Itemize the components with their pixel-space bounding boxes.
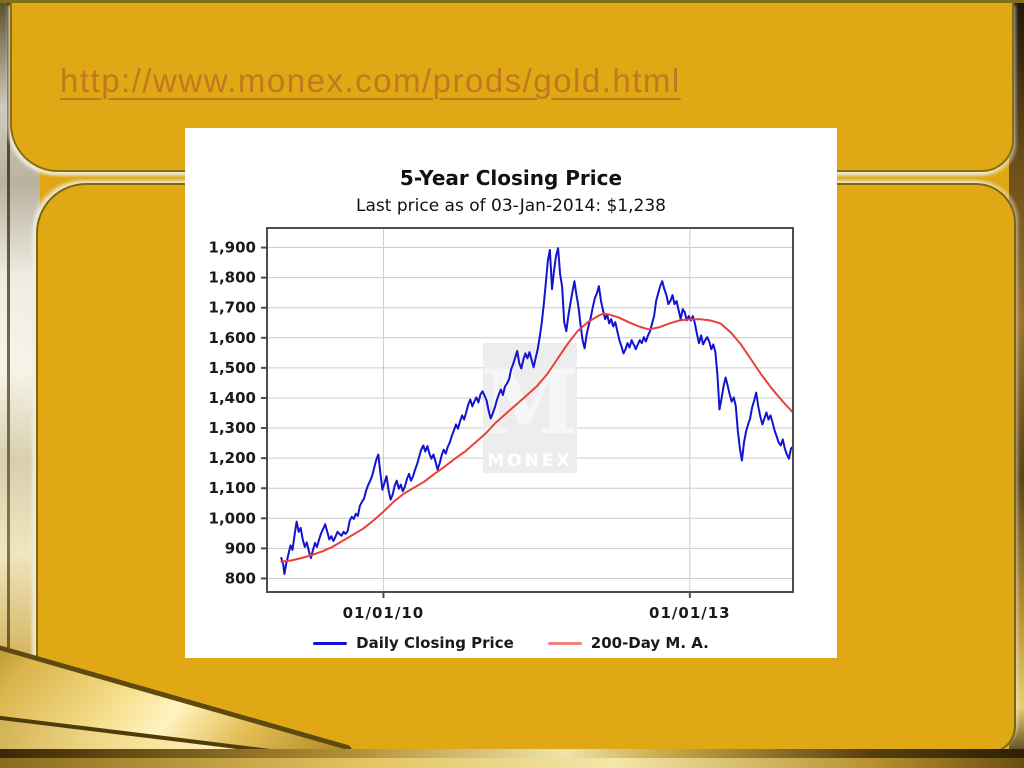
legend-swatch-daily-closing-price	[313, 641, 348, 645]
svg-text:1,100: 1,100	[209, 479, 256, 497]
chart-image: 5-Year Closing Price Last price as of 03…	[185, 128, 837, 658]
svg-text:01/01/13: 01/01/13	[649, 604, 731, 622]
svg-text:M: M	[481, 350, 578, 454]
svg-text:1,900: 1,900	[209, 239, 256, 257]
gold-bar-photo-bottom-gold-strip	[0, 758, 1024, 768]
gold-bar-photo-bottom-metal-strip	[0, 749, 1024, 758]
legend-label-daily-closing-price: Daily Closing Price	[356, 634, 514, 652]
svg-text:01/01/10: 01/01/10	[343, 604, 425, 622]
svg-text:1,500: 1,500	[209, 359, 256, 377]
svg-text:1,700: 1,700	[209, 299, 256, 317]
svg-text:1,600: 1,600	[209, 329, 256, 347]
chart-title: 5-Year Closing Price	[399, 166, 623, 190]
slide-top-edge-line	[0, 0, 1024, 3]
svg-text:1,200: 1,200	[209, 449, 256, 467]
legend-label-200-day-ma: 200-Day M. A.	[590, 634, 709, 652]
svg-text:800: 800	[225, 569, 256, 587]
chart-subtitle: Last price as of 03-Jan-2014: $1,238	[356, 196, 666, 216]
url-link[interactable]: http://www.monex.com/prods/gold.html	[60, 62, 681, 99]
svg-text:1,300: 1,300	[209, 419, 256, 437]
svg-text:900: 900	[225, 539, 256, 557]
svg-text:1,400: 1,400	[209, 389, 256, 407]
svg-text:MONEX: MONEX	[487, 451, 572, 471]
legend-swatch-200-day-ma	[547, 641, 582, 645]
svg-text:1,800: 1,800	[209, 269, 256, 287]
svg-text:1,000: 1,000	[209, 509, 256, 527]
chart-legend: Daily Closing Price 200-Day M. A.	[185, 634, 837, 652]
